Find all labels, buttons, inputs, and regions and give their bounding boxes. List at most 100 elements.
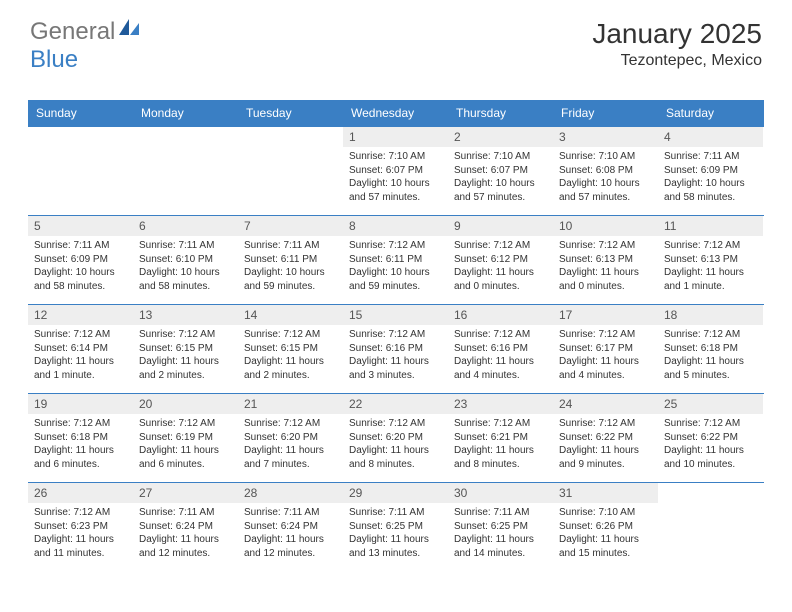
sunset-text: Sunset: 6:15 PM (139, 342, 232, 356)
week-row: 19Sunrise: 7:12 AMSunset: 6:18 PMDayligh… (28, 393, 764, 482)
daylight-text: Daylight: 11 hours and 1 minute. (664, 266, 757, 293)
sunrise-text: Sunrise: 7:12 AM (349, 417, 442, 431)
day-cell: 6Sunrise: 7:11 AMSunset: 6:10 PMDaylight… (133, 216, 238, 304)
sunrise-text: Sunrise: 7:11 AM (664, 150, 757, 164)
day-number: 24 (553, 394, 658, 414)
sunset-text: Sunset: 6:17 PM (559, 342, 652, 356)
day-number: 10 (553, 216, 658, 236)
sunset-text: Sunset: 6:09 PM (34, 253, 127, 267)
day-cell: 16Sunrise: 7:12 AMSunset: 6:16 PMDayligh… (448, 305, 553, 393)
day-cell: 25Sunrise: 7:12 AMSunset: 6:22 PMDayligh… (658, 394, 763, 482)
day-cell: 23Sunrise: 7:12 AMSunset: 6:21 PMDayligh… (448, 394, 553, 482)
daylight-text: Daylight: 11 hours and 12 minutes. (139, 533, 232, 560)
sunrise-text: Sunrise: 7:12 AM (664, 328, 757, 342)
sunrise-text: Sunrise: 7:11 AM (139, 239, 232, 253)
day-cell: 30Sunrise: 7:11 AMSunset: 6:25 PMDayligh… (448, 483, 553, 571)
sunset-text: Sunset: 6:20 PM (349, 431, 442, 445)
daylight-text: Daylight: 11 hours and 3 minutes. (349, 355, 442, 382)
day-number: 22 (343, 394, 448, 414)
day-number: 31 (553, 483, 658, 503)
week-row: 26Sunrise: 7:12 AMSunset: 6:23 PMDayligh… (28, 482, 764, 571)
daylight-text: Daylight: 11 hours and 10 minutes. (664, 444, 757, 471)
sunset-text: Sunset: 6:10 PM (139, 253, 232, 267)
day-number: 2 (448, 127, 553, 147)
day-cell: 2Sunrise: 7:10 AMSunset: 6:07 PMDaylight… (448, 127, 553, 215)
day-number: 12 (28, 305, 133, 325)
sunset-text: Sunset: 6:13 PM (559, 253, 652, 267)
week-row: 1Sunrise: 7:10 AMSunset: 6:07 PMDaylight… (28, 126, 764, 215)
day-content: Sunrise: 7:12 AMSunset: 6:22 PMDaylight:… (553, 414, 658, 477)
day-cell: 20Sunrise: 7:12 AMSunset: 6:19 PMDayligh… (133, 394, 238, 482)
day-header-row: Sunday Monday Tuesday Wednesday Thursday… (28, 100, 764, 126)
day-cell: 18Sunrise: 7:12 AMSunset: 6:18 PMDayligh… (658, 305, 763, 393)
sunset-text: Sunset: 6:23 PM (34, 520, 127, 534)
day-cell: 12Sunrise: 7:12 AMSunset: 6:14 PMDayligh… (28, 305, 133, 393)
day-number: 1 (343, 127, 448, 147)
day-cell: 29Sunrise: 7:11 AMSunset: 6:25 PMDayligh… (343, 483, 448, 571)
day-cell: 4Sunrise: 7:11 AMSunset: 6:09 PMDaylight… (658, 127, 763, 215)
daylight-text: Daylight: 11 hours and 13 minutes. (349, 533, 442, 560)
sunrise-text: Sunrise: 7:12 AM (559, 417, 652, 431)
sunset-text: Sunset: 6:15 PM (244, 342, 337, 356)
day-content: Sunrise: 7:12 AMSunset: 6:16 PMDaylight:… (343, 325, 448, 388)
day-number: 14 (238, 305, 343, 325)
day-content: Sunrise: 7:12 AMSunset: 6:11 PMDaylight:… (343, 236, 448, 299)
sunrise-text: Sunrise: 7:11 AM (139, 506, 232, 520)
sunrise-text: Sunrise: 7:12 AM (349, 328, 442, 342)
sunset-text: Sunset: 6:22 PM (664, 431, 757, 445)
daylight-text: Daylight: 11 hours and 4 minutes. (454, 355, 547, 382)
sunset-text: Sunset: 6:14 PM (34, 342, 127, 356)
day-number: 13 (133, 305, 238, 325)
day-cell: 7Sunrise: 7:11 AMSunset: 6:11 PMDaylight… (238, 216, 343, 304)
daylight-text: Daylight: 11 hours and 11 minutes. (34, 533, 127, 560)
day-content: Sunrise: 7:11 AMSunset: 6:10 PMDaylight:… (133, 236, 238, 299)
day-number: 5 (28, 216, 133, 236)
day-cell: 1Sunrise: 7:10 AMSunset: 6:07 PMDaylight… (343, 127, 448, 215)
sunrise-text: Sunrise: 7:10 AM (559, 150, 652, 164)
logo-subline: Blue (30, 46, 78, 74)
day-header-thu: Thursday (448, 100, 553, 126)
sunset-text: Sunset: 6:18 PM (34, 431, 127, 445)
day-cell: 15Sunrise: 7:12 AMSunset: 6:16 PMDayligh… (343, 305, 448, 393)
day-header-sun: Sunday (28, 100, 133, 126)
day-content: Sunrise: 7:12 AMSunset: 6:21 PMDaylight:… (448, 414, 553, 477)
daylight-text: Daylight: 11 hours and 9 minutes. (559, 444, 652, 471)
day-cell: 21Sunrise: 7:12 AMSunset: 6:20 PMDayligh… (238, 394, 343, 482)
day-number: 21 (238, 394, 343, 414)
daylight-text: Daylight: 10 hours and 58 minutes. (139, 266, 232, 293)
day-content: Sunrise: 7:11 AMSunset: 6:25 PMDaylight:… (343, 503, 448, 566)
sunset-text: Sunset: 6:07 PM (454, 164, 547, 178)
sunrise-text: Sunrise: 7:11 AM (34, 239, 127, 253)
day-content: Sunrise: 7:11 AMSunset: 6:24 PMDaylight:… (133, 503, 238, 566)
daylight-text: Daylight: 10 hours and 57 minutes. (454, 177, 547, 204)
day-cell: 5Sunrise: 7:11 AMSunset: 6:09 PMDaylight… (28, 216, 133, 304)
daylight-text: Daylight: 10 hours and 57 minutes. (559, 177, 652, 204)
day-cell: 11Sunrise: 7:12 AMSunset: 6:13 PMDayligh… (658, 216, 763, 304)
sunrise-text: Sunrise: 7:12 AM (244, 328, 337, 342)
sunrise-text: Sunrise: 7:11 AM (244, 239, 337, 253)
sunset-text: Sunset: 6:12 PM (454, 253, 547, 267)
day-cell: 19Sunrise: 7:12 AMSunset: 6:18 PMDayligh… (28, 394, 133, 482)
daylight-text: Daylight: 11 hours and 7 minutes. (244, 444, 337, 471)
day-number: 28 (238, 483, 343, 503)
sunset-text: Sunset: 6:11 PM (244, 253, 337, 267)
day-number: 26 (28, 483, 133, 503)
day-cell: 10Sunrise: 7:12 AMSunset: 6:13 PMDayligh… (553, 216, 658, 304)
day-cell (238, 127, 343, 215)
day-number: 23 (448, 394, 553, 414)
day-content: Sunrise: 7:11 AMSunset: 6:25 PMDaylight:… (448, 503, 553, 566)
day-content: Sunrise: 7:12 AMSunset: 6:18 PMDaylight:… (658, 325, 763, 388)
logo-text-gray: General (30, 18, 115, 46)
daylight-text: Daylight: 11 hours and 14 minutes. (454, 533, 547, 560)
calendar: Sunday Monday Tuesday Wednesday Thursday… (28, 100, 764, 571)
sunrise-text: Sunrise: 7:12 AM (454, 328, 547, 342)
location: Tezontepec, Mexico (592, 52, 762, 70)
daylight-text: Daylight: 11 hours and 12 minutes. (244, 533, 337, 560)
day-cell: 28Sunrise: 7:11 AMSunset: 6:24 PMDayligh… (238, 483, 343, 571)
day-content: Sunrise: 7:10 AMSunset: 6:08 PMDaylight:… (553, 147, 658, 210)
day-content: Sunrise: 7:12 AMSunset: 6:20 PMDaylight:… (238, 414, 343, 477)
sunset-text: Sunset: 6:18 PM (664, 342, 757, 356)
sunset-text: Sunset: 6:21 PM (454, 431, 547, 445)
daylight-text: Daylight: 11 hours and 8 minutes. (349, 444, 442, 471)
sail-icon (119, 19, 141, 42)
